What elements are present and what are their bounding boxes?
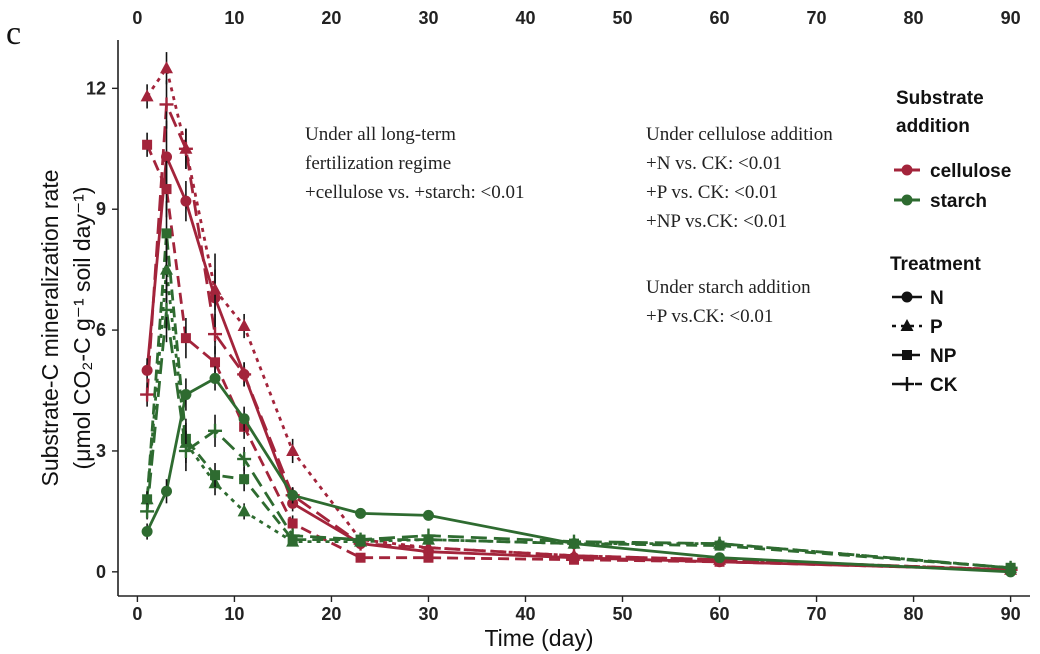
data-point bbox=[141, 364, 153, 376]
panel-label: c bbox=[6, 15, 21, 52]
series-line bbox=[145, 103, 1011, 572]
x-tick-label: 60 bbox=[710, 604, 730, 624]
legend-substrate-label: starch bbox=[930, 191, 987, 212]
annotation-line: Under starch addition bbox=[646, 277, 811, 298]
top-tick-label: 60 bbox=[710, 8, 730, 28]
annotation-line: +NP vs.CK: <0.01 bbox=[646, 211, 787, 232]
data-point bbox=[141, 526, 153, 538]
data-point bbox=[208, 282, 222, 295]
data-point bbox=[160, 61, 174, 74]
x-tick-label: 10 bbox=[224, 604, 244, 624]
data-point bbox=[161, 228, 172, 239]
series-layer bbox=[140, 52, 1018, 578]
x-tick-label: 0 bbox=[132, 604, 142, 624]
top-tick-label: 80 bbox=[904, 8, 924, 28]
data-point bbox=[239, 474, 250, 485]
series-line bbox=[145, 144, 1011, 572]
legend-substrate-label: cellulose bbox=[930, 161, 1011, 182]
legend-treatment-marker bbox=[902, 350, 912, 360]
top-tick-label: 20 bbox=[321, 8, 341, 28]
data-point bbox=[210, 357, 221, 368]
legend-substrate-title: addition bbox=[896, 116, 970, 137]
legend-treatment-label: CK bbox=[930, 375, 958, 396]
x-axis-title: Time (day) bbox=[484, 625, 593, 651]
legend-treatment-label: P bbox=[930, 317, 943, 338]
y-tick-label: 12 bbox=[86, 78, 106, 98]
legend-treatment-marker bbox=[901, 291, 913, 303]
data-point bbox=[355, 552, 366, 563]
series-cellulose-N bbox=[141, 120, 1017, 576]
annotation-line: Under cellulose addition bbox=[646, 124, 833, 145]
data-point bbox=[140, 89, 154, 102]
top-tick-label: 40 bbox=[515, 8, 535, 28]
top-tick-label: 70 bbox=[807, 8, 827, 28]
data-point bbox=[237, 319, 251, 332]
x-tick-label: 50 bbox=[612, 604, 632, 624]
annotation-line: Under all long-term bbox=[305, 124, 456, 145]
annotation-line: +N vs. CK: <0.01 bbox=[646, 153, 782, 174]
y-tick-label: 6 bbox=[96, 320, 106, 340]
x-tick-label: 20 bbox=[321, 604, 341, 624]
x-tick-label: 90 bbox=[1001, 604, 1021, 624]
axes: 0 10 20 30 40 50 60 70 80 90 0 3 6 9 12 Time (day) Subst… bbox=[37, 40, 1030, 651]
data-point bbox=[161, 184, 172, 195]
top-tick-label: 50 bbox=[612, 8, 632, 28]
data-point bbox=[180, 195, 192, 207]
data-point bbox=[286, 443, 300, 456]
data-point bbox=[142, 139, 153, 150]
legend-treatment-title: Treatment bbox=[890, 254, 981, 275]
series-line bbox=[145, 231, 1011, 570]
series-starch-NP bbox=[142, 201, 1016, 573]
series-line bbox=[145, 308, 1011, 570]
annotations: Under all long-term fertilization regime +… bbox=[305, 124, 833, 327]
y-tick-label: 0 bbox=[96, 562, 106, 582]
top-tick-label: 90 bbox=[1001, 8, 1021, 28]
legend-swatch-dot bbox=[901, 194, 913, 206]
data-point bbox=[423, 552, 434, 563]
data-point bbox=[180, 333, 191, 344]
data-point bbox=[238, 413, 250, 425]
annotation-line: +cellulose vs. +starch: <0.01 bbox=[305, 182, 524, 203]
data-point bbox=[355, 507, 367, 519]
y-axis-title-line2: (μmol CO₂-C g⁻¹ soil day⁻¹) bbox=[69, 187, 95, 470]
data-point bbox=[287, 518, 298, 529]
top-tick-label: 30 bbox=[418, 8, 438, 28]
y-tick-label: 3 bbox=[96, 441, 106, 461]
annotation-line: fertilization regime bbox=[305, 153, 451, 174]
series-line bbox=[145, 155, 1011, 572]
x-tick-label: 70 bbox=[807, 604, 827, 624]
x-tick-label: 30 bbox=[418, 604, 438, 624]
y-tick-label: 9 bbox=[96, 199, 106, 219]
data-point bbox=[287, 489, 299, 501]
data-point bbox=[714, 552, 726, 564]
x-tick-label: 40 bbox=[515, 604, 535, 624]
series-cellulose-P bbox=[140, 52, 1018, 575]
data-point bbox=[210, 470, 221, 481]
top-tick-label: 0 bbox=[132, 8, 142, 28]
series-starch-P bbox=[140, 233, 1018, 573]
annotation-line: +P vs.CK: <0.01 bbox=[646, 306, 773, 327]
x-tick-label: 80 bbox=[904, 604, 924, 624]
series-starch-CK bbox=[140, 277, 1018, 575]
data-point bbox=[209, 372, 221, 384]
series-cellulose-NP bbox=[142, 132, 1016, 575]
data-point bbox=[422, 509, 434, 521]
legend-swatch-dot bbox=[901, 164, 913, 176]
series-line bbox=[145, 268, 1011, 570]
data-point bbox=[237, 504, 251, 517]
legend-treatment-marker bbox=[900, 319, 914, 331]
top-tick-labels: 0 10 20 30 40 50 60 70 80 90 bbox=[132, 8, 1020, 28]
annotation-line: +P vs. CK: <0.01 bbox=[646, 182, 778, 203]
top-tick-label: 10 bbox=[224, 8, 244, 28]
legend-substrate-title: Substrate bbox=[896, 88, 984, 109]
legend: Substrate addition cellulose starch Treatmen… bbox=[890, 88, 1011, 396]
legend-treatment-label: NP bbox=[930, 346, 957, 367]
y-axis-title-line1: Substrate-C mineralization rate bbox=[37, 169, 63, 486]
legend-treatment-label: N bbox=[930, 288, 944, 309]
data-point bbox=[161, 485, 173, 497]
